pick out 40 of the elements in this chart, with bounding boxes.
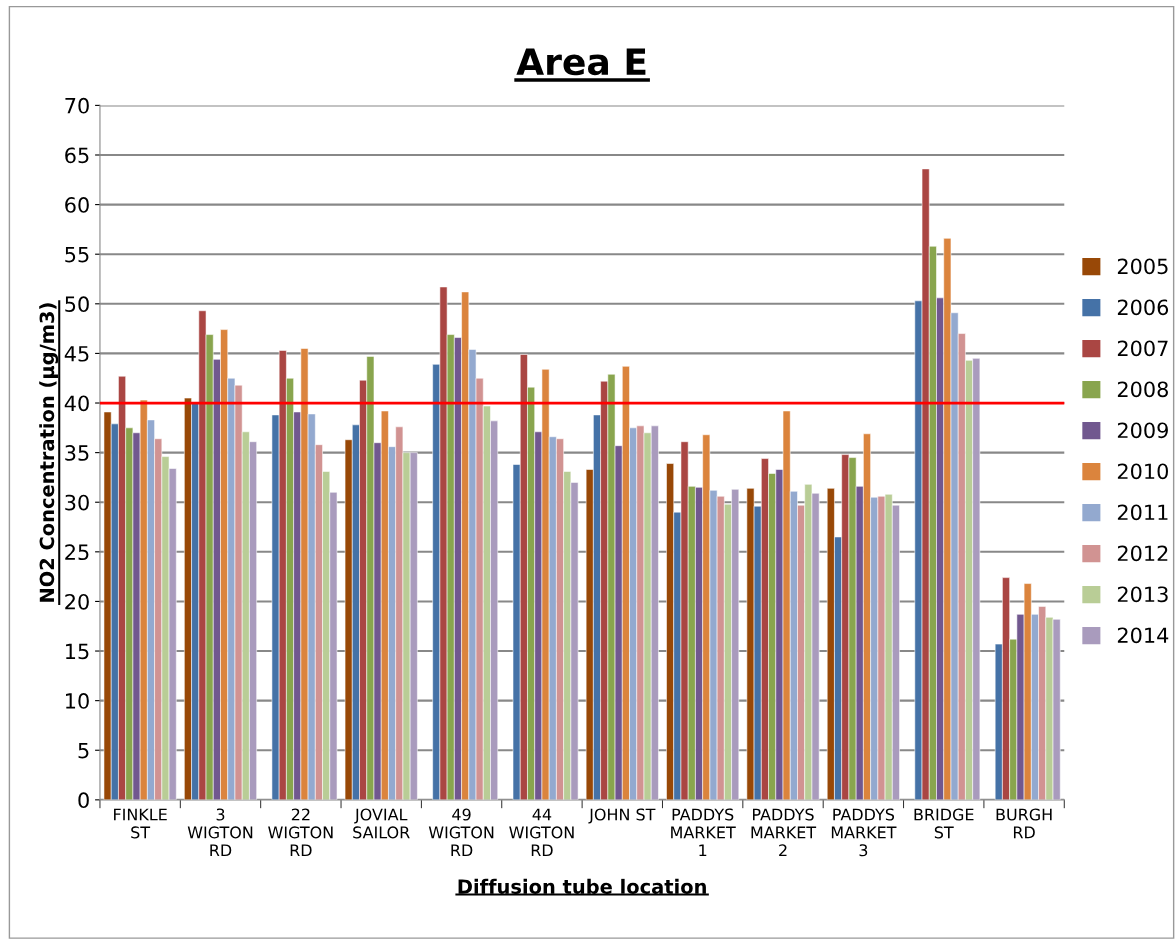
x-tick-label: 22 WIGTON RD (268, 808, 333, 857)
legend-label: 2010 (1117, 463, 1168, 480)
legend-label: 2007 (1117, 340, 1168, 357)
y-tick-label: 60 (65, 197, 89, 213)
x-tick-label: 3 WIGTON RD (187, 808, 253, 857)
y-tick-label: 45 (64, 346, 89, 362)
legend-label: 2014 (1117, 627, 1169, 644)
y-tick-label: 55 (65, 246, 89, 263)
x-tick-label: 49 WIGTON RD (428, 808, 494, 857)
x-tick-label: JOVIAL SAILOR (353, 808, 410, 839)
x-tick-label: BRIDGE ST (914, 808, 974, 839)
y-tick-label: 25 (65, 544, 89, 561)
legend-label: 2011 (1117, 504, 1168, 521)
x-tick-label: JOHN ST (588, 808, 656, 824)
y-tick-label: 5 (78, 742, 89, 759)
chart-title: Area E (516, 48, 646, 76)
legend-label: 2013 (1117, 586, 1168, 603)
y-tick-label: 10 (66, 693, 89, 709)
y-tick-label: 40 (64, 395, 89, 412)
y-tick-label: 65 (65, 147, 89, 164)
y-tick-label: 20 (65, 593, 89, 610)
legend-label: 2012 (1117, 545, 1168, 562)
legend-label: 2006 (1117, 299, 1169, 316)
legend-label: 2008 (1117, 381, 1168, 398)
y-tick-label: 70 (65, 97, 89, 114)
y-tick-label: 50 (65, 296, 89, 313)
x-tick-label: 44 WIGTON RD (509, 808, 574, 857)
legend-label: 2005 (1117, 258, 1168, 275)
y-tick-label: 30 (65, 494, 89, 511)
x-tick-label: PADDYS MARKET 1 (671, 808, 736, 857)
x-axis-title: Diffusion tube location (458, 878, 706, 894)
y-tick-label: 15 (66, 643, 89, 660)
x-tick-label: PADDYS MARKET 2 (751, 808, 817, 857)
legend-label: 2009 (1117, 422, 1168, 439)
x-tick-label: PADDYS MARKET 3 (831, 808, 897, 857)
x-tick-label: BURGH RD (996, 808, 1052, 839)
y-tick-label: 35 (65, 445, 89, 461)
y-axis-title: NO2 Concentration (µg/m3) (39, 303, 59, 602)
y-tick-label: 0 (78, 792, 89, 809)
x-tick-label: FINKLE ST (114, 808, 167, 839)
